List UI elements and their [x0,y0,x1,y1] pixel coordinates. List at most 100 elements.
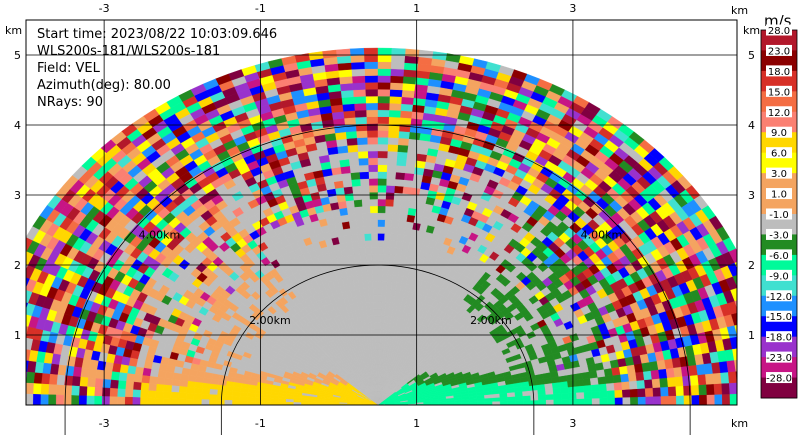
velocity-gate [118,372,128,382]
velocity-gate [394,171,406,180]
velocity-gate [270,398,279,403]
velocity-gate [366,123,378,131]
velocity-gate [350,61,365,70]
velocity-gate [148,383,157,392]
y-tick-label-right: 2 [748,259,755,272]
velocity-gate [612,374,622,384]
velocity-gate [665,367,676,378]
velocity-gate [26,360,29,373]
velocity-gate [163,377,173,386]
velocity-gate [355,130,368,139]
velocity-gate [390,54,406,63]
velocity-gate [385,192,395,200]
velocity-gate [746,309,757,323]
velocity-gate [208,399,218,405]
velocity-gate [13,348,23,360]
y-tick-label-right: 5 [748,49,755,62]
velocity-gate [377,61,392,70]
velocity-gate [377,171,387,179]
velocity-gate [285,399,294,403]
velocity-gate [381,301,386,310]
velocity-gate [380,308,386,317]
velocity-gate [350,234,359,243]
velocity-gate [363,233,372,241]
velocity-gate [401,193,411,202]
velocity-gate [17,394,25,405]
velocity-gate [102,378,112,389]
velocity-gate [348,220,358,229]
velocity-gate [172,372,182,381]
velocity-gate [347,151,359,160]
velocity-gate [349,165,360,174]
velocity-gate [116,388,126,398]
velocity-gate [749,357,758,370]
velocity-gate [387,130,400,139]
velocity-gate [389,75,404,84]
velocity-gate [117,380,127,390]
velocity-gate [216,399,225,405]
velocity-gate [403,69,418,78]
x-tick-label-bottom: -1 [255,417,266,430]
velocity-gate [87,368,98,379]
velocity-gate [185,392,195,400]
velocity-gate [124,396,133,405]
velocity-gate [70,395,80,405]
velocity-gate [0,307,2,321]
velocity-gate [359,254,367,262]
velocity-gate [33,372,43,385]
velocity-gate [370,233,378,241]
velocity-gate [403,172,415,181]
velocity-gate [394,254,402,263]
velocity-gate [216,394,225,401]
velocity-gate [369,198,378,207]
velocity-gate [178,392,187,400]
velocity-gate [583,391,593,399]
velocity-gate [388,254,396,262]
velocity-gate [94,378,104,389]
velocity-gate [340,165,351,175]
velocity-gate [0,320,6,333]
velocity-gate [80,367,90,378]
velocity-gate [674,376,684,387]
velocity-gate [344,193,354,202]
velocity-gate [667,386,677,397]
velocity-gate [239,400,248,405]
velocity-gate [342,179,353,188]
range-ring-label: 2.00km [470,314,512,327]
velocity-gate [743,370,752,382]
velocity-gate [380,315,385,324]
velocity-gate [372,274,378,282]
velocity-gate [659,377,669,388]
y-unit-left: km [5,24,22,37]
velocity-gate [381,288,387,296]
velocity-gate [404,227,413,237]
velocity-gate [148,376,158,385]
velocity-gate [389,89,403,98]
velocity-gate [72,366,82,378]
velocity-gate [3,322,14,335]
velocity-gate [405,221,414,230]
velocity-gate [338,76,353,85]
velocity-gate [11,371,20,383]
velocity-gate [337,152,350,161]
velocity-gate [738,394,746,406]
velocity-gate [621,388,631,398]
velocity-gate [232,386,242,393]
velocity-gate [354,212,364,221]
velocity-gate [277,398,287,403]
velocity-gate [342,110,356,119]
velocity-gate [371,253,378,262]
velocity-gate [745,393,753,405]
velocity-gate [367,274,374,282]
velocity-gate [359,171,370,180]
velocity-gate [620,373,630,383]
colorbar-label: -28.0 [766,374,792,385]
velocity-gate [209,383,219,391]
velocity-gate [405,158,417,168]
velocity-gate [389,240,398,249]
velocity-gate [530,394,539,401]
velocity-gate [683,385,692,396]
velocity-gate [387,144,399,152]
velocity-gate [622,396,631,405]
velocity-gate [12,359,21,371]
